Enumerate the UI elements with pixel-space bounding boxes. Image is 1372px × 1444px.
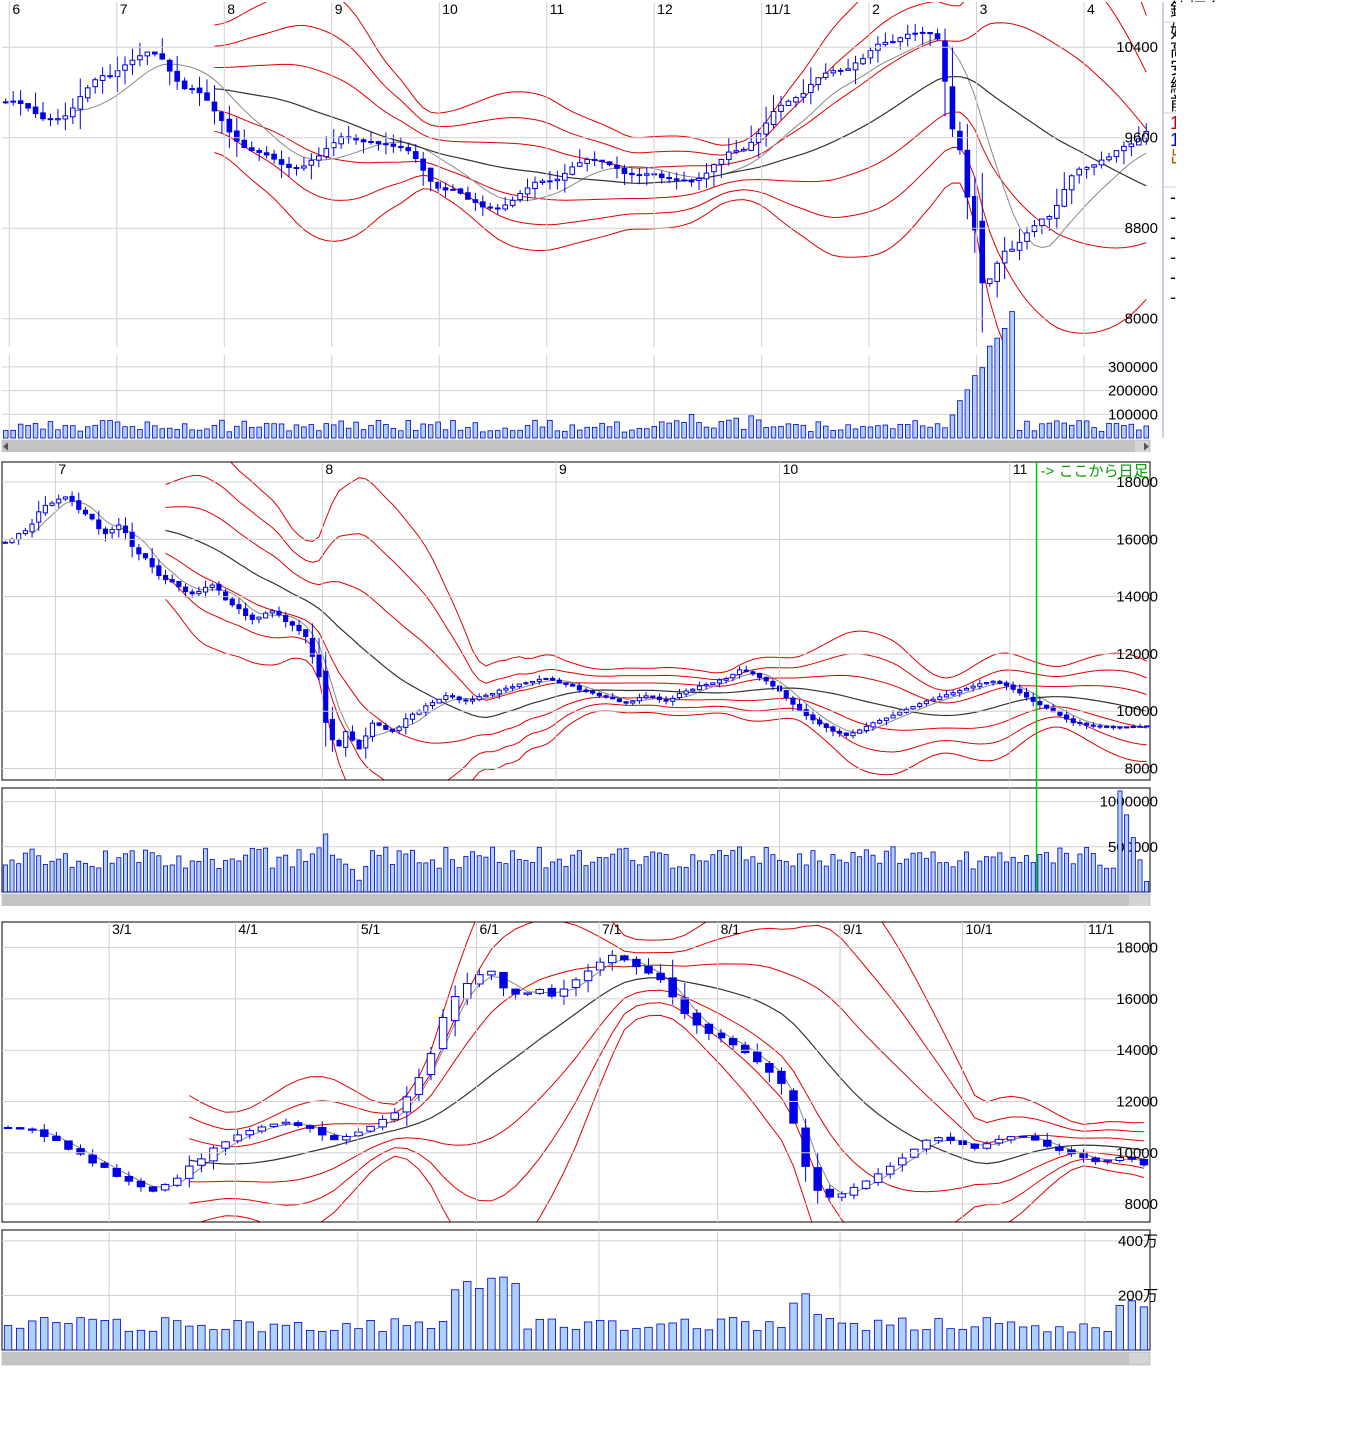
svg-text:8000: 8000 — [1125, 311, 1158, 328]
svg-text:9/1: 9/1 — [843, 921, 863, 937]
svg-text:-> ここから日足: -> ここから日足 — [1041, 463, 1149, 480]
svg-text:10: 10 — [783, 461, 799, 477]
svg-text:10: 10 — [442, 1, 458, 17]
svg-text:-: - — [1170, 227, 1176, 247]
svg-text:1000000: 1000000 — [1100, 794, 1158, 811]
svg-text:8: 8 — [325, 461, 333, 477]
svg-text:3/1: 3/1 — [112, 921, 132, 937]
svg-text:9: 9 — [335, 1, 343, 17]
svg-text:12: 12 — [657, 1, 673, 17]
svg-text:16000: 16000 — [1116, 991, 1158, 1008]
svg-text:10000: 10000 — [1116, 703, 1158, 720]
svg-text:11: 11 — [1013, 461, 1028, 477]
svg-text:10000: 10000 — [1116, 1145, 1158, 1162]
svg-text:100000: 100000 — [1108, 406, 1158, 423]
svg-text:18000: 18000 — [1116, 940, 1158, 957]
svg-text:14000: 14000 — [1116, 589, 1158, 606]
svg-text:-: - — [1170, 287, 1176, 307]
svg-text:200000: 200000 — [1108, 383, 1158, 400]
svg-text:14000: 14000 — [1116, 1042, 1158, 1059]
svg-text:-: - — [1170, 247, 1176, 267]
svg-text:10/1: 10/1 — [965, 921, 992, 937]
svg-text:300000: 300000 — [1108, 359, 1158, 376]
svg-text:4: 4 — [1087, 1, 1095, 17]
svg-text:3: 3 — [980, 1, 988, 17]
svg-text:200万: 200万 — [1118, 1287, 1158, 1304]
svg-text:9600: 9600 — [1125, 130, 1158, 147]
svg-text:10400: 10400 — [1116, 39, 1158, 56]
svg-text:12000: 12000 — [1116, 1093, 1158, 1110]
svg-text:12000: 12000 — [1116, 646, 1158, 663]
svg-text:7: 7 — [58, 461, 66, 477]
svg-text:4/1: 4/1 — [238, 921, 258, 937]
svg-text:2: 2 — [872, 1, 880, 17]
svg-text:8/1: 8/1 — [721, 921, 741, 937]
svg-text:11/1: 11/1 — [765, 1, 791, 17]
svg-text:7/1: 7/1 — [602, 921, 622, 937]
svg-text:8000: 8000 — [1125, 1196, 1158, 1213]
svg-text:7: 7 — [120, 1, 128, 17]
svg-text:5/1: 5/1 — [361, 921, 381, 937]
svg-text:9: 9 — [559, 461, 567, 477]
svg-text:11: 11 — [550, 1, 565, 17]
svg-text:8: 8 — [227, 1, 235, 17]
svg-text:8000: 8000 — [1125, 761, 1158, 778]
svg-text:400万: 400万 — [1118, 1233, 1158, 1250]
svg-text:-: - — [1170, 267, 1176, 287]
svg-text:6: 6 — [12, 1, 20, 17]
svg-text:16000: 16000 — [1116, 531, 1158, 548]
svg-text:-: - — [1170, 187, 1176, 207]
svg-text:6/1: 6/1 — [480, 921, 500, 937]
svg-text:8800: 8800 — [1125, 220, 1158, 237]
svg-text:11/1: 11/1 — [1088, 921, 1114, 937]
svg-text:-: - — [1170, 207, 1176, 227]
